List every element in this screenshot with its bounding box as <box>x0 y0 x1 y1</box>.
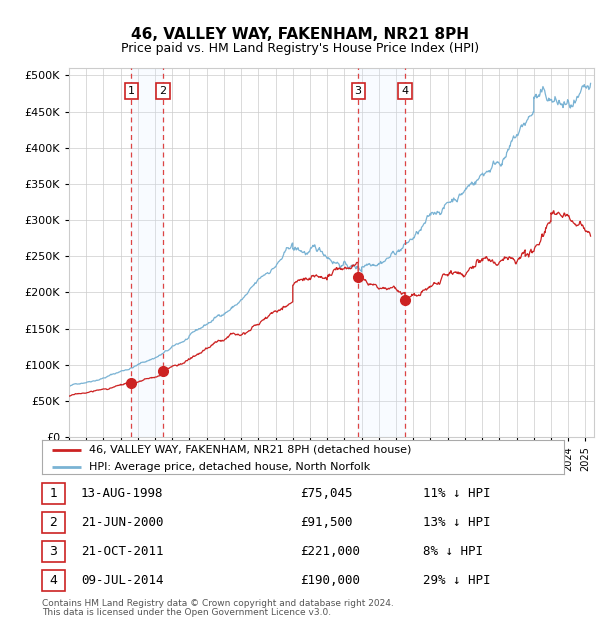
Text: Contains HM Land Registry data © Crown copyright and database right 2024.: Contains HM Land Registry data © Crown c… <box>42 600 394 608</box>
Text: 13-AUG-1998: 13-AUG-1998 <box>81 487 163 500</box>
Text: 21-OCT-2011: 21-OCT-2011 <box>81 545 163 558</box>
Text: HPI: Average price, detached house, North Norfolk: HPI: Average price, detached house, Nort… <box>89 462 370 472</box>
Text: 3: 3 <box>355 86 362 96</box>
Bar <box>131 68 163 437</box>
Text: 2: 2 <box>160 86 167 96</box>
Text: 1: 1 <box>49 487 58 500</box>
Text: 8% ↓ HPI: 8% ↓ HPI <box>423 545 483 558</box>
Text: Price paid vs. HM Land Registry's House Price Index (HPI): Price paid vs. HM Land Registry's House … <box>121 42 479 55</box>
Text: £190,000: £190,000 <box>300 574 360 587</box>
Text: 13% ↓ HPI: 13% ↓ HPI <box>423 516 491 529</box>
Text: 4: 4 <box>401 86 409 96</box>
Text: 4: 4 <box>49 574 58 587</box>
Text: 1: 1 <box>128 86 135 96</box>
Text: 2: 2 <box>49 516 58 529</box>
Text: 46, VALLEY WAY, FAKENHAM, NR21 8PH (detached house): 46, VALLEY WAY, FAKENHAM, NR21 8PH (deta… <box>89 445 412 454</box>
Text: This data is licensed under the Open Government Licence v3.0.: This data is licensed under the Open Gov… <box>42 608 331 617</box>
Text: 11% ↓ HPI: 11% ↓ HPI <box>423 487 491 500</box>
Bar <box>358 68 405 437</box>
Text: £221,000: £221,000 <box>300 545 360 558</box>
Text: 3: 3 <box>49 545 58 558</box>
Text: £75,045: £75,045 <box>300 487 353 500</box>
Text: 21-JUN-2000: 21-JUN-2000 <box>81 516 163 529</box>
Text: 46, VALLEY WAY, FAKENHAM, NR21 8PH: 46, VALLEY WAY, FAKENHAM, NR21 8PH <box>131 27 469 42</box>
Text: 09-JUL-2014: 09-JUL-2014 <box>81 574 163 587</box>
Text: 29% ↓ HPI: 29% ↓ HPI <box>423 574 491 587</box>
Text: £91,500: £91,500 <box>300 516 353 529</box>
